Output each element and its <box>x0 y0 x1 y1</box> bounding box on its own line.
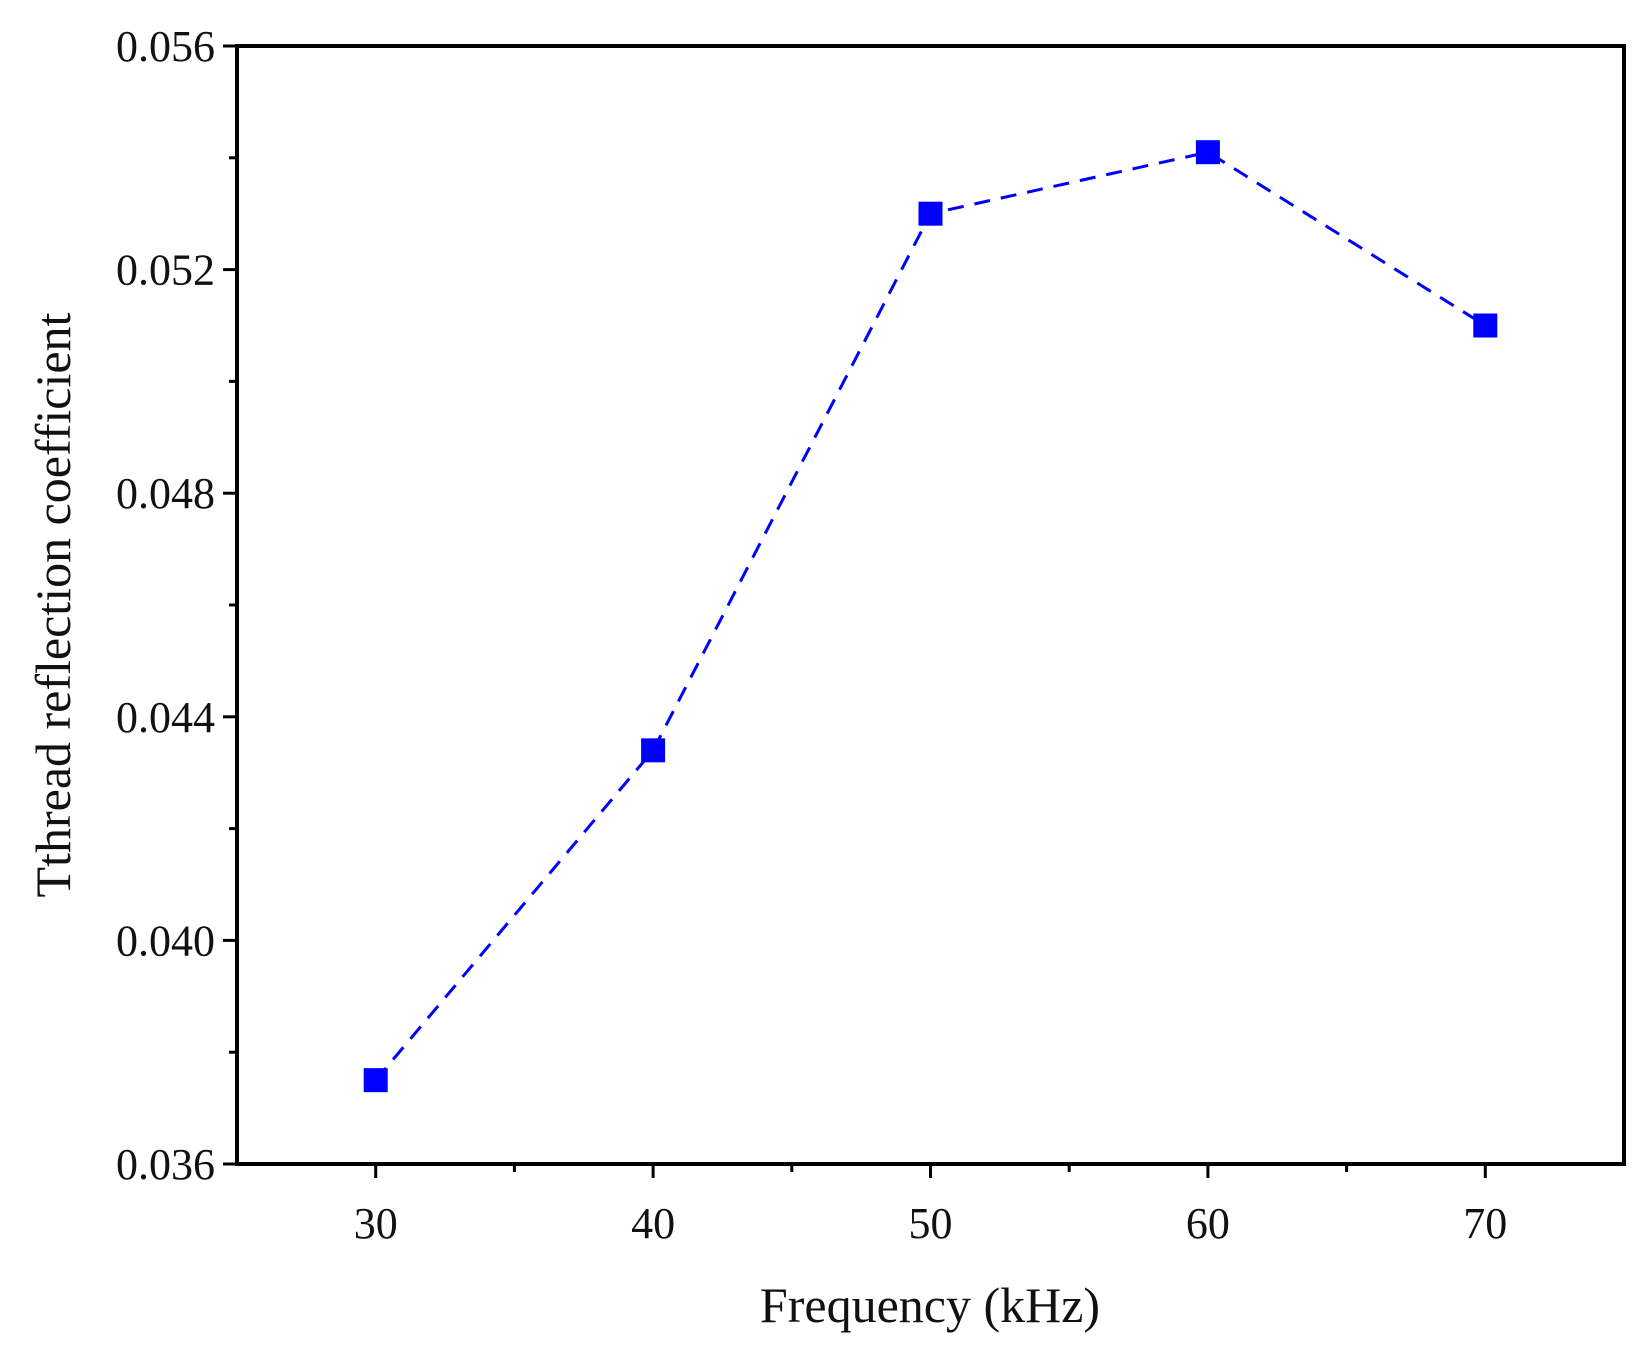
y-axis-title: Tthread reflection coefficient <box>25 312 81 897</box>
x-tick-label: 60 <box>1186 1199 1230 1248</box>
series-line <box>374 150 1487 1082</box>
y-tick-label: 0.052 <box>116 246 215 295</box>
y-tick-label: 0.048 <box>116 469 215 518</box>
axis-ticks <box>223 44 1487 1178</box>
data-point-marker <box>1473 313 1498 338</box>
data-point-marker <box>363 1068 388 1093</box>
y-tick-label: 0.036 <box>116 1140 215 1189</box>
y-tick-label: 0.040 <box>116 916 215 965</box>
x-axis-title: Frequency (kHz) <box>760 1277 1100 1333</box>
y-tick-label: 0.056 <box>116 22 215 71</box>
x-tick-label: 40 <box>631 1199 675 1248</box>
data-point-marker <box>1195 140 1220 165</box>
x-tick-labels: 30 40 50 60 70 <box>354 1199 1508 1248</box>
x-tick-label: 30 <box>354 1199 398 1248</box>
y-tick-labels: 0.036 0.040 0.044 0.048 0.052 0.056 <box>116 22 215 1189</box>
data-point-marker <box>641 738 666 763</box>
y-tick-label: 0.044 <box>116 693 215 742</box>
data-point-marker <box>918 201 943 226</box>
series-group <box>363 140 1498 1093</box>
x-tick-label: 70 <box>1463 1199 1507 1248</box>
x-tick-label: 50 <box>909 1199 953 1248</box>
